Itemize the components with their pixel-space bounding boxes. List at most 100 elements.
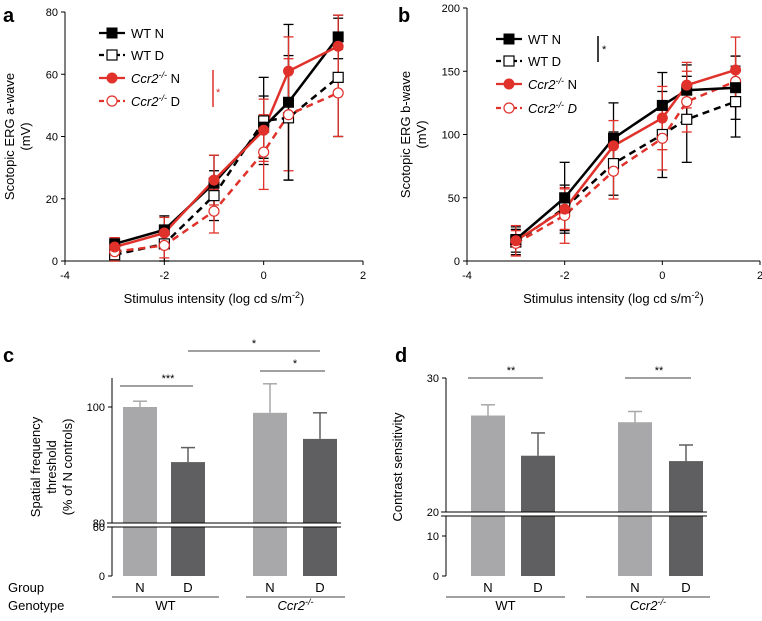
bar bbox=[171, 462, 205, 523]
series-line bbox=[114, 45, 339, 249]
legend-label-main: Ccr2 bbox=[131, 94, 159, 109]
series-line bbox=[515, 100, 737, 244]
legend-marker bbox=[503, 33, 515, 45]
legend-label: WT D bbox=[528, 54, 561, 69]
data-point bbox=[332, 40, 344, 52]
y-tick-label: 50 bbox=[448, 193, 460, 205]
y-axis-label: Spatial frequency bbox=[28, 416, 43, 517]
y-axis-label: (% of N controls) bbox=[60, 419, 75, 516]
data-point bbox=[729, 96, 742, 108]
genotype-label-main: Ccr2 bbox=[630, 598, 658, 613]
legend-label-tail: N bbox=[167, 71, 180, 86]
chart-a: 0 20 40 60 80 -4 -2 0 2 Stimulus intensity (log c… bbox=[2, 7, 366, 306]
y-tick-label: 100 bbox=[442, 130, 460, 142]
chart-c: 80 100 0 60 Spatial frequency threshold (% of … bbox=[8, 338, 345, 613]
bar-lower-segment bbox=[521, 516, 555, 576]
data-point bbox=[608, 140, 619, 152]
y-axis-label: threshold bbox=[44, 440, 59, 493]
data-point bbox=[283, 96, 294, 108]
group-label: N bbox=[483, 580, 492, 595]
data-point bbox=[607, 165, 620, 177]
data-point bbox=[332, 31, 344, 43]
significance-label: * bbox=[216, 87, 221, 99]
legend-label-main: WT N bbox=[131, 26, 164, 41]
series-line bbox=[515, 86, 736, 241]
y-tick-label: 80 bbox=[93, 518, 105, 530]
significance-label: * bbox=[293, 358, 298, 370]
x-axis-label-text: Stimulus intensity (log cd s/m bbox=[523, 291, 691, 306]
x-tick-label: 0 bbox=[659, 270, 665, 282]
legend-label-main: Ccr2 bbox=[528, 101, 556, 116]
y-tick-label: 0 bbox=[99, 571, 105, 583]
data-point bbox=[656, 132, 668, 144]
bar bbox=[521, 455, 555, 512]
legend-label: WT D bbox=[131, 48, 164, 63]
y-axis-label: Scotopic ERG b-wave bbox=[398, 71, 413, 198]
x-axis-label-sup: -2 bbox=[691, 290, 699, 300]
series-line bbox=[515, 68, 736, 242]
data-point bbox=[258, 146, 270, 158]
bar bbox=[253, 412, 287, 523]
y-axis-label-units: (mV) bbox=[414, 120, 429, 148]
data-point bbox=[109, 241, 121, 253]
group-label: D bbox=[183, 580, 192, 595]
data-point bbox=[559, 203, 571, 215]
data-point bbox=[208, 174, 220, 186]
legend-label: WT N bbox=[131, 26, 164, 41]
y-tick-label: 10 bbox=[427, 531, 439, 543]
group-label: N bbox=[135, 580, 144, 595]
group-row-label: Group bbox=[8, 580, 44, 595]
legend-label-sup: -/- bbox=[555, 76, 564, 86]
significance-label: * bbox=[602, 44, 607, 56]
data-point bbox=[559, 192, 571, 204]
genotype-label: WT bbox=[495, 598, 515, 613]
bar bbox=[303, 438, 337, 523]
data-point bbox=[258, 124, 270, 136]
legend-label-main: WT N bbox=[528, 32, 561, 47]
significance-label: ** bbox=[655, 365, 664, 377]
y-tick-label: 60 bbox=[93, 522, 105, 534]
group-label: D bbox=[681, 580, 690, 595]
genotype-label-sup: -/- bbox=[657, 597, 666, 607]
legend-label: Ccr2-/- D bbox=[528, 100, 577, 116]
x-tick-label: -2 bbox=[159, 270, 169, 282]
significance-label: * bbox=[252, 338, 257, 350]
legend-marker bbox=[106, 95, 118, 107]
legend-marker bbox=[503, 102, 515, 114]
x-axis-label-sup: -2 bbox=[292, 290, 300, 300]
data-point bbox=[282, 109, 295, 121]
y-tick-label: 60 bbox=[46, 69, 58, 81]
bar bbox=[123, 407, 157, 523]
data-point bbox=[208, 190, 220, 202]
y-tick-label: 200 bbox=[442, 3, 460, 15]
y-tick-label: 30 bbox=[427, 373, 439, 385]
bar-lower-segment bbox=[253, 527, 287, 576]
chart-d: 20 30 0 10 Contrast sensitivity ** ** N D N D WT Ccr… bbox=[390, 365, 710, 613]
legend-label: WT N bbox=[528, 32, 561, 47]
y-tick-label: 20 bbox=[427, 507, 439, 519]
legend-label: Ccr2-/- N bbox=[528, 76, 577, 92]
y-tick-label: 0 bbox=[52, 256, 58, 268]
legend-label-main: WT D bbox=[528, 54, 561, 69]
x-tick-label: 2 bbox=[757, 270, 762, 282]
legend-label-main: Ccr2 bbox=[131, 71, 159, 86]
bar-lower-segment bbox=[171, 527, 205, 576]
legend-label-sup: -/- bbox=[158, 93, 167, 103]
legend-label-main: Ccr2 bbox=[528, 77, 556, 92]
data-point bbox=[730, 64, 742, 76]
group-label: N bbox=[630, 580, 639, 595]
bar bbox=[471, 415, 505, 512]
legend-label-tail: N bbox=[564, 77, 577, 92]
group-label: N bbox=[265, 580, 274, 595]
legend-marker bbox=[106, 49, 118, 61]
x-axis-label: Stimulus intensity (log cd s/m-2) bbox=[523, 290, 704, 306]
panel-label-b: b bbox=[398, 5, 410, 27]
genotype-row-label: Genotype bbox=[8, 598, 64, 613]
legend-marker bbox=[503, 55, 515, 67]
panel-label-c: c bbox=[3, 345, 14, 367]
group-label: D bbox=[533, 580, 542, 595]
significance-label: *** bbox=[162, 373, 176, 385]
x-tick-label: 2 bbox=[360, 270, 366, 282]
data-point bbox=[332, 71, 344, 83]
y-tick-label: 20 bbox=[46, 194, 58, 206]
